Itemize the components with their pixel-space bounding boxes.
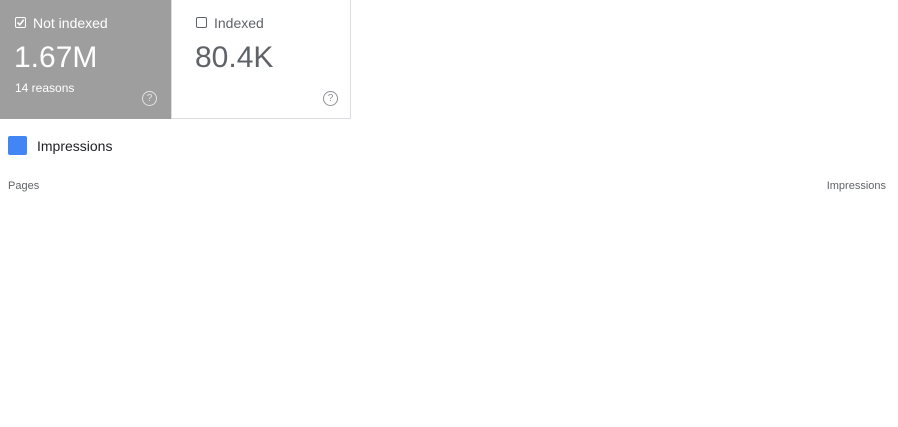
card-value: 1.67M xyxy=(14,41,98,74)
checkbox: 0750K1.5M2.3M050K100K150K3/25/254/6/254/… xyxy=(15,17,26,28)
help-icon[interactable]: ? xyxy=(323,91,338,106)
card-note: 14 reasons xyxy=(15,81,75,95)
checkbox xyxy=(8,136,27,321)
help-icon[interactable]: ? xyxy=(142,91,157,106)
check-icon: 0750K1.5M2.3M050K100K150K3/25/254/6/254/… xyxy=(16,19,25,26)
card-label: Indexed xyxy=(214,15,264,31)
not-indexed-card[interactable]: 0750K1.5M2.3M050K100K150K3/25/254/6/254/… xyxy=(0,0,171,119)
legend-label: Impressions xyxy=(37,138,113,154)
y-axis-label: Pages xyxy=(8,180,40,192)
indexed-card[interactable]: Indexed 80.4K ? xyxy=(171,0,351,119)
checkbox xyxy=(196,17,207,28)
y2-axis-label: Impressions xyxy=(827,180,887,192)
card-value: 80.4K xyxy=(195,41,274,74)
chart: Pages Impressions xyxy=(8,180,887,192)
check-icon xyxy=(11,310,24,321)
card-label: Not indexed xyxy=(33,15,108,31)
